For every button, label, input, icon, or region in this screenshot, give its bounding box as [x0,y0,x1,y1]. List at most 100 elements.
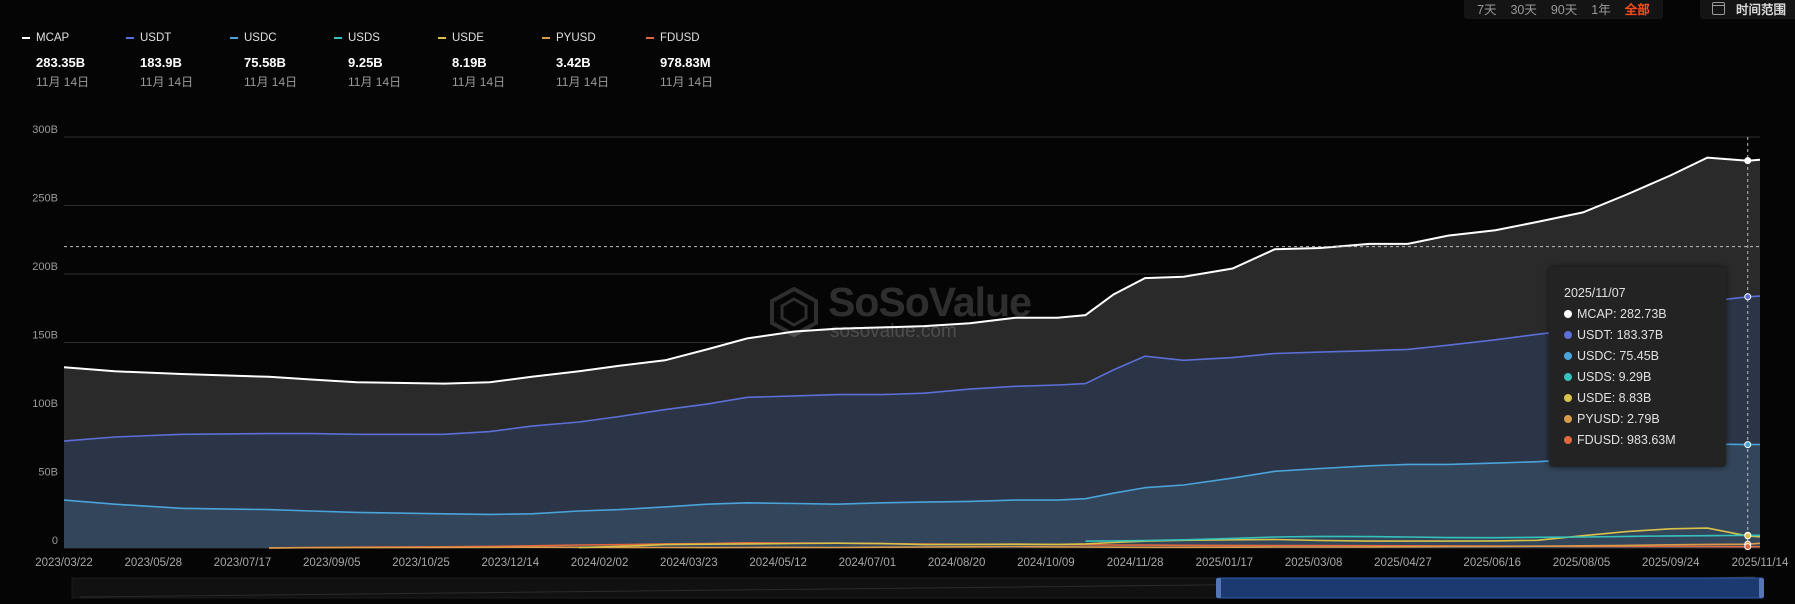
tooltip-row: FDUSD: 983.63M [1564,432,1726,448]
watermark-domain: sosovalue.com [830,321,957,342]
chart-tooltip: 2025/11/07 MCAP: 282.73B USDT: 183.37B USD… [1549,267,1726,467]
tooltip-dot-icon [1564,310,1572,318]
tooltip-row-label: USDT: 183.37B [1577,328,1664,342]
legend-date: 11月 14日 [348,75,402,89]
tooltip-row-label: PYUSD: 2.79B [1577,412,1660,426]
legend-head: FDUSD [646,30,750,46]
x-tick-label: 2025/01/17 [1196,557,1254,569]
tooltip-dot-icon [1564,331,1572,339]
y-tick-label: 100B [32,398,58,410]
legend-value: 3.42B [556,55,591,70]
range-button-4[interactable]: 全部 [1624,2,1650,17]
tooltip-row-label: MCAP: 282.73B [1577,307,1667,321]
x-tick-label: 2025/11/14 [1732,557,1789,569]
legend-date: 11月 14日 [660,75,714,89]
range-button-2[interactable]: 90天 [1550,2,1578,17]
legend-value: 75.58B [244,55,286,70]
time-range-label: 时间范围 [1736,2,1787,17]
legend-label: FDUSD [660,32,700,44]
range-button-3[interactable]: 1年 [1591,2,1611,17]
legend-value: 183.9B [140,55,182,70]
tooltip-row-label: USDC: 75.45B [1577,349,1659,363]
x-tick-label: 2024/05/12 [749,557,807,569]
legend-value: 978.83M [660,55,711,70]
legend-item-usds[interactable]: USDS 9.25B 11月 14日 [334,30,438,90]
legend-item-pyusd[interactable]: PYUSD 3.42B 11月 14日 [542,30,646,90]
zoom-handle-right [1759,578,1764,598]
series-line-pyusd [268,542,1761,549]
x-tick-label: 2024/07/01 [839,557,897,569]
y-tick-label: 150B [32,330,58,342]
tooltip-dot-icon [1564,373,1572,381]
tooltip-dot-icon [1564,394,1572,402]
tooltip-dot-icon [1564,415,1572,423]
y-tick-label: 0 [52,535,58,547]
legend-value: 8.19B [452,55,487,70]
x-tick-label: 2023/12/14 [482,557,540,569]
x-tick-label: 2024/03/23 [660,557,718,569]
legend-label: USDT [140,32,172,44]
range-button-1[interactable]: 30天 [1510,2,1537,17]
tooltip-dot-icon [1564,352,1572,360]
zoom-handle-left [1216,578,1221,598]
legend-item-usde[interactable]: USDE 8.19B 11月 14日 [438,30,542,90]
tooltip-dot-icon [1564,436,1572,444]
legend-swatch [22,37,30,39]
y-tick-label: 300B [32,124,58,136]
y-tick-label: 50B [38,467,58,479]
hover-point-usde [1744,532,1752,540]
legend-item-usdc[interactable]: USDC 75.58B 11月 14日 [230,30,334,90]
y-tick-label: 250B [32,193,58,205]
hover-point-fdusd [1744,543,1752,551]
legend-label: USDC [244,32,277,44]
legend-date: 11月 14日 [452,75,506,89]
x-tick-label: 2023/05/28 [124,557,182,569]
legend-label: USDS [348,32,380,44]
legend-item-fdusd[interactable]: FDUSD 978.83M 11月 14日 [646,30,750,90]
x-tick-label: 2023/03/22 [35,557,93,569]
legend-date: 11月 14日 [556,75,610,89]
legend-swatch [542,37,550,39]
legend-date: 11月 14日 [140,75,194,89]
legend-label: MCAP [36,32,70,44]
legend-head: USDT [126,30,230,46]
tooltip-row: USDE: 8.83B [1564,390,1726,406]
series-line-mcap [63,156,1761,385]
legend-value: 9.25B [348,55,383,70]
x-tick-label: 2023/09/05 [303,557,361,569]
y-tick-label: 200B [32,261,58,273]
zoom-slider-window [1218,577,1763,599]
hover-point-mcap [1744,157,1752,165]
tooltip-row-label: FDUSD: 983.63M [1577,433,1676,447]
legend-head: USDC [230,30,334,46]
legend-date: 11月 14日 [244,75,298,89]
range-button-0[interactable]: 7天 [1477,2,1497,17]
x-tick-label: 2023/10/25 [392,557,450,569]
legend-label: PYUSD [556,32,596,44]
legend-date: 11月 14日 [36,75,90,89]
tooltip-row-label: USDS: 9.29B [1577,370,1652,384]
legend-swatch [334,37,342,39]
hover-point-usdc [1744,441,1752,449]
legend-item-mcap[interactable]: MCAP 283.35B 11月 14日 [22,30,126,90]
x-tick-label: 2025/08/05 [1553,557,1611,569]
tooltip-row: MCAP: 282.73B [1564,306,1726,322]
x-tick-label: 2024/11/28 [1107,557,1164,569]
hover-point-usdt [1744,293,1752,301]
legend-head: USDE [438,30,542,46]
tooltip-row: USDT: 183.37B [1564,327,1726,343]
area-usdc [64,443,1760,548]
tooltip-date: 2025/11/07 [1564,286,1626,300]
legend: MCAP 283.35B 11月 14日 USDT 183.9B 11月 14日 USDC 7… [22,30,750,90]
legend-swatch [646,37,654,39]
x-tick-label: 2024/10/09 [1017,557,1075,569]
x-tick-label: 2025/09/24 [1642,557,1700,569]
legend-swatch [230,37,238,39]
x-tick-label: 2025/06/16 [1463,557,1521,569]
time-range-button[interactable]: 时间范围 [1700,0,1795,19]
tooltip-row: USDS: 9.29B [1564,369,1726,385]
legend-item-usdt[interactable]: USDT 183.9B 11月 14日 [126,30,230,90]
range-selector: 7天 30天 90天 1年 全部 [1464,0,1663,19]
x-tick-label: 2023/07/17 [214,557,272,569]
